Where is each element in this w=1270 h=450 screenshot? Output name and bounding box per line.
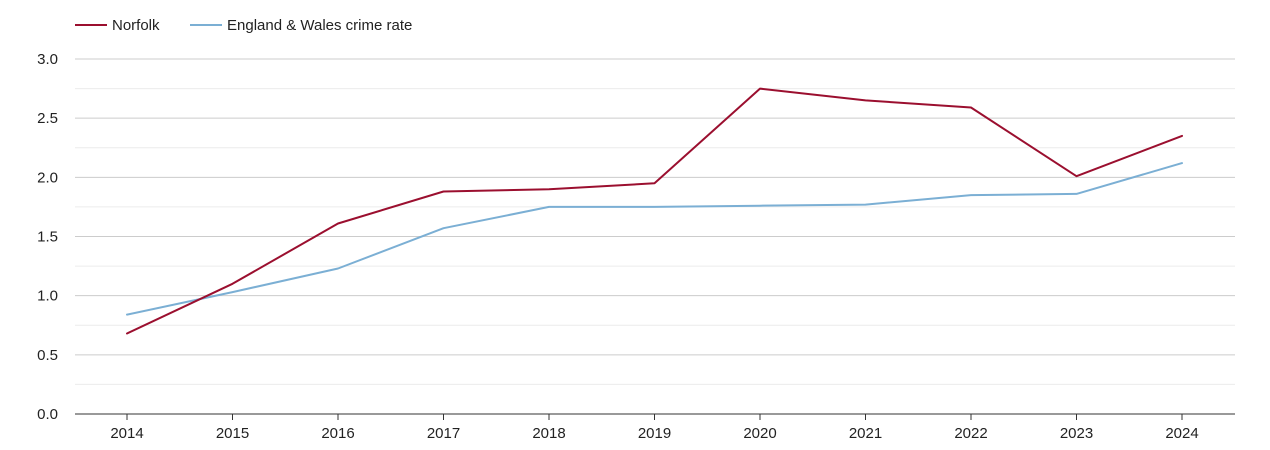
x-axis-ticks: 2014 2015 2016 2017 2018 2019 2020 2021 2022 2023… — [110, 414, 1199, 442]
y-axis-ticks: 0.0 0.5 1.0 1.5 2.0 2.5 3.0 — [37, 51, 58, 423]
y-tick-label: 1.5 — [37, 229, 58, 246]
x-tick-label: 2021 — [849, 425, 882, 442]
x-tick-label: 2022 — [954, 425, 987, 442]
x-tick-label: 2015 — [216, 425, 249, 442]
x-tick-label: 2017 — [427, 425, 460, 442]
series-line-norfolk — [126, 87, 1183, 335]
x-tick-label: 2016 — [321, 425, 354, 442]
y-tick-label: 2.5 — [37, 110, 58, 127]
y-tick-label: 0.0 — [37, 406, 58, 423]
legend-label: England & Wales crime rate — [227, 17, 412, 34]
x-tick-label: 2018 — [532, 425, 565, 442]
x-tick-label: 2020 — [743, 425, 776, 442]
x-tick-label: 2019 — [638, 425, 671, 442]
legend: Norfolk England & Wales crime rate — [75, 17, 412, 34]
x-tick-label: 2024 — [1165, 425, 1198, 442]
legend-label: Norfolk — [112, 17, 160, 34]
series-line-england-wales-crime-rate — [126, 162, 1183, 316]
grid-lines — [75, 58, 1235, 415]
series-lines — [126, 87, 1183, 335]
x-tick-label: 2014 — [110, 425, 143, 442]
y-tick-label: 0.5 — [37, 347, 58, 364]
legend-item: Norfolk — [75, 17, 160, 34]
y-tick-label: 1.0 — [37, 288, 58, 305]
y-tick-label: 2.0 — [37, 169, 58, 186]
legend-item: England & Wales crime rate — [190, 17, 412, 34]
y-tick-label: 3.0 — [37, 51, 58, 68]
x-tick-label: 2023 — [1060, 425, 1093, 442]
